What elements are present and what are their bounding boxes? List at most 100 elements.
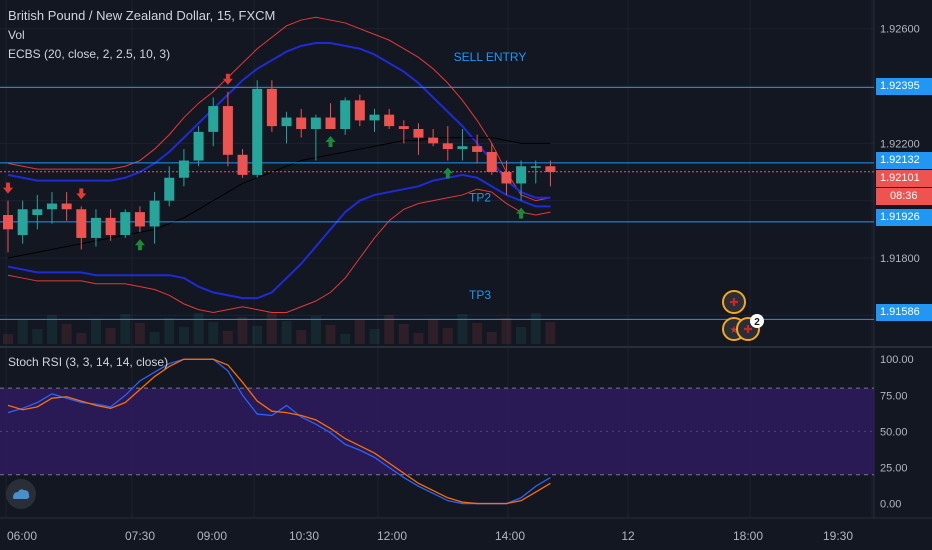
candle-body	[457, 146, 468, 150]
time-tick: 10:30	[289, 529, 319, 543]
ecbs-inner-lower	[7, 173, 551, 300]
tp3-label: TP3	[469, 288, 491, 302]
signal-arrows	[3, 73, 527, 251]
ecbs-outer-upper	[7, 16, 551, 202]
volume-bar	[76, 333, 87, 344]
event-markers[interactable]: ✚ ★ ✚ 2	[722, 290, 764, 341]
volume-bar	[193, 313, 204, 344]
symbol-title[interactable]: British Pound / New Zealand Dollar, 15, …	[8, 8, 276, 23]
volume-bar	[530, 313, 541, 344]
time-tick: 18:00	[733, 529, 763, 543]
stoch-tick: 25.00	[880, 462, 908, 474]
candle-body	[90, 217, 101, 238]
buy-arrow-icon	[442, 167, 453, 179]
ecbs-label[interactable]: ECBS (20, close, 2, 2.5, 10, 3)	[8, 47, 171, 61]
candle-body	[208, 106, 219, 132]
candle-body	[17, 209, 28, 236]
vol-label[interactable]: Vol	[8, 28, 25, 42]
volume-bar	[413, 333, 424, 344]
axes: 1.92600 1.92200 1.91800 100.00 75.00 50.00 25.…	[7, 24, 920, 543]
candle-body	[32, 209, 43, 215]
candle-body	[354, 100, 365, 121]
volume-bar	[545, 322, 556, 344]
bar-countdown: 08:36	[876, 188, 932, 205]
candle-body	[178, 160, 189, 178]
volume-bar	[208, 322, 219, 344]
price-tick: 1.92600	[880, 24, 920, 36]
event-count-badge	[750, 314, 764, 328]
nz-flag-glyph: ★	[730, 325, 739, 336]
candle-body	[428, 137, 439, 144]
candle-body	[237, 154, 248, 175]
volume-bar	[266, 312, 277, 344]
candle-body	[442, 143, 453, 150]
candle-body	[281, 117, 292, 127]
buy-arrow-icon	[325, 136, 336, 147]
candle-body	[325, 117, 336, 129]
volume-bar	[428, 319, 439, 344]
buy-arrow-icon	[134, 239, 145, 251]
volume-bar	[501, 318, 512, 344]
candle-body	[516, 166, 527, 184]
volume-bar	[3, 334, 13, 344]
time-tick: 12	[621, 529, 635, 543]
volume-bar	[17, 320, 28, 344]
uk-flag-glyph: ✚	[729, 297, 738, 309]
price-badge-level: 1.92132	[876, 152, 932, 169]
candle-body	[310, 117, 321, 129]
stoch-label[interactable]: Stoch RSI (3, 3, 14, 14, close)	[8, 355, 169, 369]
price-tick: 1.92200	[880, 138, 920, 150]
volume-bars	[3, 312, 556, 344]
candle-body	[369, 114, 380, 121]
volume-bar	[296, 330, 307, 344]
buy-arrow-icon	[516, 207, 527, 219]
price-badge-tp3: 1.91586	[876, 304, 932, 321]
candle-body	[530, 166, 541, 168]
candle-body	[120, 212, 131, 236]
volume-bar	[134, 323, 145, 344]
candle-body	[3, 215, 13, 230]
candle-body	[46, 203, 57, 210]
uk-flag-icon[interactable]	[722, 290, 746, 314]
candle-body	[193, 131, 204, 161]
candle-body	[76, 209, 87, 238]
volume-bar	[237, 317, 248, 344]
volume-bar	[61, 324, 72, 344]
ecbs-basis	[7, 137, 551, 259]
price-badge-sell-entry: 1.92395	[876, 78, 932, 95]
stoch-tick: 0.00	[880, 499, 901, 511]
tp2-label: TP2	[469, 190, 491, 204]
volume-bar	[457, 314, 468, 344]
candle-body	[340, 100, 351, 129]
ecbs-inner-upper	[7, 42, 551, 199]
volume-bar	[281, 321, 292, 344]
candle-body	[384, 114, 395, 127]
volume-bar	[90, 319, 101, 344]
volume-bar	[252, 326, 263, 344]
volume-bar	[354, 320, 365, 344]
volume-bar	[32, 329, 43, 344]
time-tick: 09:00	[197, 529, 227, 543]
time-tick: 19:30	[823, 529, 853, 543]
candle-body	[472, 146, 483, 152]
volume-bar	[149, 332, 160, 344]
volume-bar	[164, 318, 175, 344]
volume-bar	[222, 331, 233, 344]
horizontal-levels[interactable]: SELL ENTRY TP2 TP3	[0, 50, 874, 320]
stoch-band-fill	[0, 388, 874, 475]
time-tick: 07:30	[125, 529, 155, 543]
sell-arrow-icon	[76, 188, 87, 200]
tradingview-logo-icon[interactable]	[6, 479, 36, 509]
sell-arrow-icon	[222, 73, 233, 85]
stoch-k-line	[7, 358, 551, 505]
volume-bar	[398, 324, 409, 344]
volume-bar	[46, 315, 57, 344]
candle-body	[134, 212, 145, 227]
stoch-tick: 50.00	[880, 426, 908, 438]
time-tick: 12:00	[377, 529, 407, 543]
candle-body	[296, 117, 307, 129]
volume-bar	[325, 325, 336, 344]
stoch-tick: 100.00	[880, 354, 914, 366]
candle-body	[398, 126, 409, 129]
